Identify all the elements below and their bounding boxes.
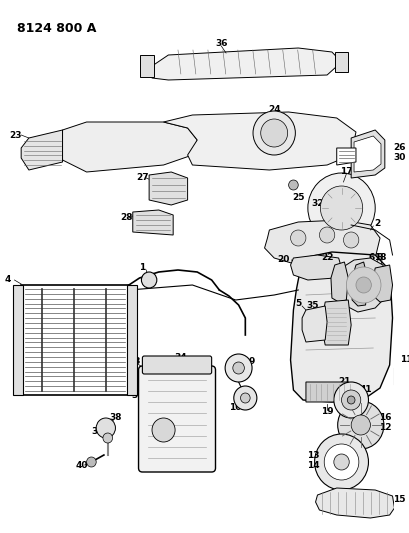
Polygon shape [336, 148, 355, 165]
Text: 21: 21 [337, 377, 350, 386]
Text: 41: 41 [358, 385, 371, 394]
Text: 28: 28 [120, 214, 133, 222]
Text: 18: 18 [373, 254, 385, 262]
Circle shape [232, 362, 244, 374]
Text: 20: 20 [277, 255, 289, 264]
Polygon shape [305, 382, 353, 402]
Bar [127, 285, 136, 395]
Polygon shape [350, 130, 384, 178]
Text: 8124 800 A: 8124 800 A [17, 22, 97, 35]
Text: 1: 1 [139, 263, 145, 272]
Circle shape [141, 272, 156, 288]
Text: 15: 15 [392, 496, 405, 505]
Text: 6: 6 [367, 254, 373, 262]
Circle shape [346, 396, 354, 404]
Polygon shape [264, 220, 379, 268]
Polygon shape [63, 122, 197, 172]
Polygon shape [372, 265, 391, 302]
Polygon shape [330, 262, 347, 302]
Text: 22: 22 [320, 254, 333, 262]
Polygon shape [351, 262, 366, 306]
Circle shape [346, 267, 380, 303]
Polygon shape [301, 306, 326, 342]
Text: 34: 34 [174, 353, 187, 362]
Circle shape [225, 354, 252, 382]
Bar [21, 285, 128, 395]
Polygon shape [21, 130, 63, 170]
Text: 33: 33 [128, 358, 141, 367]
Circle shape [86, 457, 96, 467]
Circle shape [343, 232, 358, 248]
Polygon shape [321, 300, 350, 345]
Polygon shape [290, 255, 341, 280]
Text: 40: 40 [75, 461, 88, 470]
Text: 10: 10 [229, 403, 241, 413]
Bar [13, 285, 23, 395]
Circle shape [350, 415, 369, 435]
Text: 30: 30 [392, 154, 405, 163]
Circle shape [333, 454, 348, 470]
Text: 5: 5 [294, 298, 301, 308]
Circle shape [333, 382, 368, 418]
Circle shape [152, 418, 175, 442]
Bar [139, 55, 153, 77]
Text: 38: 38 [109, 414, 121, 423]
Circle shape [319, 186, 362, 230]
Text: 24: 24 [267, 106, 280, 115]
Circle shape [103, 433, 112, 443]
Circle shape [290, 230, 305, 246]
Circle shape [355, 277, 371, 293]
Polygon shape [290, 252, 391, 402]
Polygon shape [336, 258, 386, 312]
Polygon shape [393, 360, 405, 390]
Polygon shape [353, 136, 380, 172]
Bar [334, 52, 347, 72]
Text: 9: 9 [248, 358, 255, 367]
Polygon shape [163, 112, 355, 170]
Circle shape [337, 401, 383, 449]
Text: 25: 25 [291, 193, 304, 203]
Text: 13: 13 [307, 450, 319, 459]
Text: 32: 32 [310, 199, 323, 208]
Text: 26: 26 [392, 143, 405, 152]
Text: 37: 37 [306, 311, 318, 319]
Text: 3: 3 [131, 391, 137, 400]
Text: 2: 2 [373, 220, 379, 229]
Text: 17: 17 [339, 167, 352, 176]
FancyBboxPatch shape [142, 356, 211, 374]
Text: 16: 16 [378, 414, 390, 423]
Text: 36: 36 [214, 38, 227, 47]
Text: 19: 19 [320, 408, 333, 416]
Text: 27: 27 [136, 174, 148, 182]
Text: 39: 39 [92, 427, 104, 437]
Text: 23: 23 [9, 131, 22, 140]
Circle shape [240, 393, 249, 403]
Text: 12: 12 [378, 424, 390, 432]
Polygon shape [315, 488, 393, 518]
Text: 4: 4 [4, 276, 11, 285]
Circle shape [307, 173, 374, 243]
Text: 7: 7 [335, 268, 341, 277]
Circle shape [96, 418, 115, 438]
Circle shape [233, 386, 256, 410]
Polygon shape [149, 172, 187, 205]
Circle shape [252, 111, 294, 155]
Circle shape [341, 390, 360, 410]
Text: 35: 35 [306, 301, 318, 310]
FancyBboxPatch shape [138, 366, 215, 472]
Circle shape [319, 227, 334, 243]
Polygon shape [133, 210, 173, 235]
Circle shape [288, 180, 297, 190]
Circle shape [314, 434, 368, 490]
Circle shape [260, 119, 287, 147]
Text: 14: 14 [307, 461, 319, 470]
Text: 8: 8 [376, 254, 382, 262]
Polygon shape [149, 48, 341, 80]
Circle shape [324, 444, 358, 480]
Text: 29: 29 [371, 150, 384, 159]
Text: 11: 11 [399, 356, 409, 365]
